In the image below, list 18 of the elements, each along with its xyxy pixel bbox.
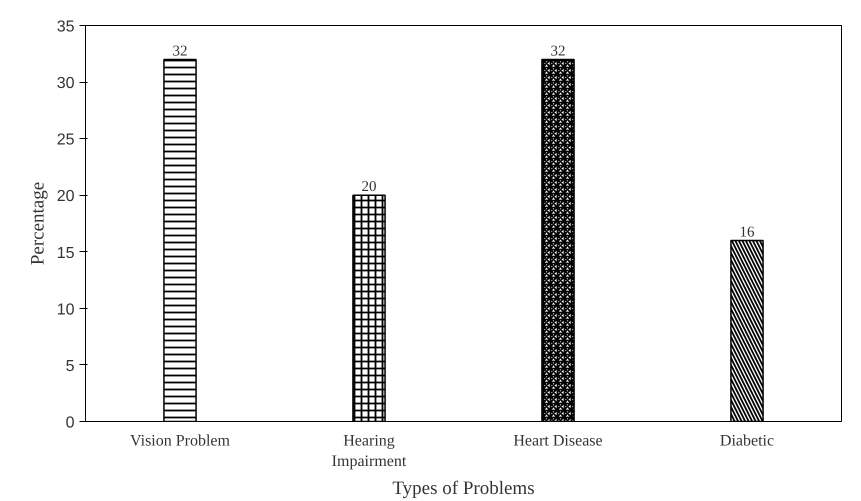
- y-tick-label: 0: [66, 414, 75, 432]
- y-tick-label: 5: [66, 358, 75, 375]
- x-tick-label: Heart Disease: [513, 432, 603, 450]
- y-tick-label: 35: [56, 18, 75, 36]
- x-tick-label: Hearing Impairment: [332, 432, 407, 470]
- y-tick-label: 30: [56, 75, 75, 92]
- x-tick-label: Vision Problem: [130, 432, 231, 450]
- x-axis-title: Types of Problems: [392, 478, 535, 499]
- data-label: 32: [172, 43, 188, 60]
- y-tick-label: 20: [56, 188, 75, 206]
- data-label: 20: [362, 179, 376, 196]
- y-axis-title: Percentage: [28, 182, 49, 266]
- y-tick-label: 15: [56, 244, 75, 262]
- y-tick-label: 10: [56, 301, 75, 318]
- y-tick-label: 25: [56, 132, 75, 149]
- x-tick-label: Diabetic: [720, 432, 774, 450]
- data-label: 32: [550, 43, 566, 60]
- data-label: 16: [740, 224, 755, 240]
